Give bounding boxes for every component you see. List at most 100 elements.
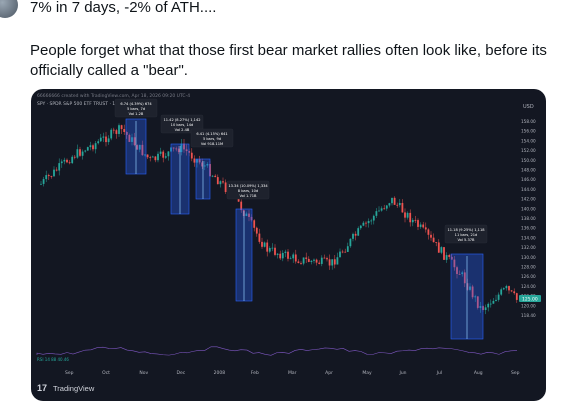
candle-body (185, 149, 188, 152)
candle-body (505, 286, 508, 289)
candle-body (469, 286, 471, 290)
candle-body (224, 182, 227, 192)
tradingview-chart: 66666666 created with TradingView.com, A… (36, 93, 541, 393)
candle-body (336, 257, 339, 265)
candle-body (133, 137, 136, 146)
candle-body (164, 156, 167, 158)
candle-body (383, 208, 386, 210)
candle-body (300, 262, 302, 264)
x-tick-label: Dec (177, 370, 186, 376)
candle-body (458, 273, 461, 275)
candle-body (502, 288, 505, 290)
candle-body (206, 164, 209, 166)
candle-body (105, 136, 107, 143)
candle-body (274, 247, 276, 255)
candle-body (380, 208, 383, 211)
candle-body (471, 286, 474, 298)
candle-body (313, 259, 315, 261)
measure-label-line: 8 bars, 10d (238, 189, 258, 193)
candle-body (79, 149, 81, 156)
candle-body (310, 260, 313, 262)
candle-body (443, 247, 445, 260)
y-tick-label: 120.00 (521, 303, 536, 308)
candle-body (281, 252, 284, 259)
x-tick-label: Sep (511, 370, 520, 376)
candle-body (240, 201, 243, 211)
candle-body (102, 136, 105, 138)
candle-body (513, 291, 516, 294)
measure-label-box (160, 114, 204, 134)
candle-body (352, 233, 354, 239)
chart-image[interactable]: 66666666 created with TradingView.com, A… (31, 89, 546, 401)
measure-label-line: 11.18 (9.25%) 1,118 (447, 228, 485, 232)
measure-label-line: 11.42 (8.27%) 1,142 (163, 118, 200, 122)
avatar[interactable] (0, 0, 18, 18)
tweet-body: People forget what that those first bear… (30, 42, 547, 79)
candle-body (372, 215, 375, 221)
candle-body (271, 247, 274, 249)
candle-body (297, 261, 300, 263)
candle-body (437, 242, 440, 253)
y-tick-label: 156.00 (521, 129, 536, 134)
candle-body (76, 149, 79, 158)
candle-body (84, 150, 87, 152)
candle-body (94, 143, 97, 150)
candle-body (42, 179, 45, 184)
candle-body (385, 205, 388, 209)
candle-body (510, 290, 513, 292)
measure-label-line: 13.34 (10.09%) 1,334 (228, 184, 268, 188)
candle-body (203, 165, 206, 167)
y-tick-label: 154.00 (521, 138, 536, 143)
candle-body (456, 267, 458, 274)
tradingview-logo[interactable]: 17 TradingView (37, 383, 95, 393)
candle-body (115, 130, 118, 134)
y-tick-label: 150.00 (521, 158, 536, 163)
candle-body (175, 148, 178, 150)
candle-body (45, 175, 48, 180)
rsi-label: RSI 14 88 40.46 (37, 357, 69, 362)
candle-body (248, 213, 250, 217)
candle-body (476, 296, 479, 308)
candle-body (359, 225, 362, 229)
candle-body (497, 294, 500, 300)
candle-body (287, 251, 289, 259)
candle-body (445, 255, 448, 260)
candle-body (435, 242, 438, 243)
x-tick-label: Mar (288, 370, 297, 376)
candle-body (414, 219, 417, 221)
tradingview-logo-text: TradingView (53, 384, 95, 393)
x-tick-label: Oct (102, 370, 110, 376)
candle-body (245, 213, 248, 217)
candle-body (292, 254, 295, 259)
measure-label-box (226, 180, 270, 200)
candle-body (489, 303, 492, 305)
candle-body (440, 247, 443, 253)
candle-body (89, 145, 92, 148)
tweet-headline: 7% in 7 days, -2% of ATH.... (30, 0, 217, 16)
candle-body (60, 161, 63, 164)
candle-body (388, 203, 391, 206)
x-tick-label: Apr (325, 370, 333, 376)
candle-body (268, 248, 271, 252)
candle-body (68, 162, 71, 164)
candle-body (393, 197, 396, 205)
candle-body (341, 251, 344, 253)
candle-body (346, 246, 349, 252)
y-tick-label: 152.00 (521, 148, 536, 153)
candle-body (430, 234, 432, 238)
candle-body (222, 181, 224, 183)
y-tick-label: 118.40 (521, 313, 536, 318)
candle-body (55, 169, 58, 171)
candle-body (461, 272, 464, 275)
candle-body (107, 138, 110, 143)
y-tick-label: 128.00 (521, 265, 536, 270)
tradingview-logo-icon: 17 (37, 383, 47, 393)
candle-body (375, 211, 378, 216)
candle-body (328, 259, 331, 266)
x-tick-label: Feb (251, 370, 259, 376)
candle-body (333, 259, 336, 265)
y-tick-label: 126.00 (521, 274, 536, 279)
candle-body (448, 255, 451, 257)
y-tick-label: 144.00 (521, 187, 536, 192)
candle-body (50, 176, 53, 177)
